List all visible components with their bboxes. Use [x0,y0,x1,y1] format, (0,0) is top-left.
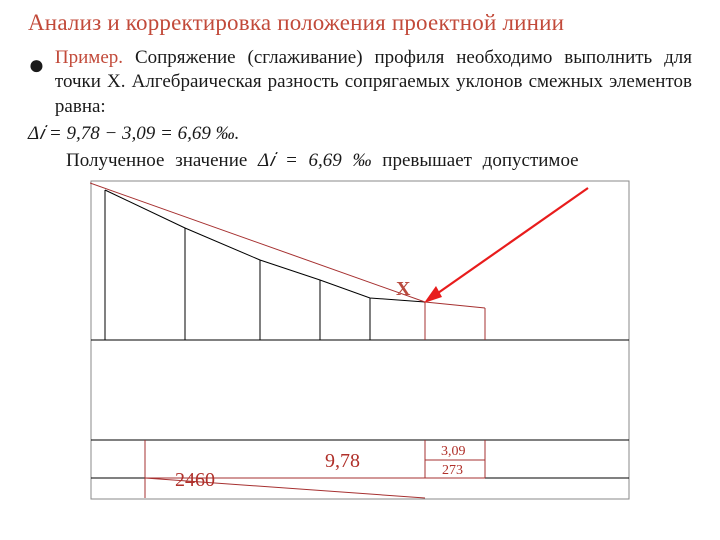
label-273: 273 [442,463,463,478]
profile-figure: X 9,78 3,09 273 2460 [90,180,630,500]
red-verticals-upper [425,302,485,340]
figure-container: X 9,78 3,09 273 2460 [28,180,692,500]
paragraph-2: Полученное значение Δ𝑖 = 6,69 ‰ превышае… [28,149,692,174]
para2-prefix: Полученное значение [66,150,247,171]
para2-suffix: превышает допустимое [382,150,578,171]
example-lead: Пример. [55,47,123,68]
table-horizontals [91,340,629,478]
page-title: Анализ и корректировка положения проектн… [28,10,692,36]
red-design-line [90,183,485,308]
para2-math: Δ𝑖 = 6,69 ‰ [258,150,372,171]
label-978: 9,78 [325,450,360,472]
label-309: 3,09 [441,444,466,459]
bullet-glyph: ● [28,52,45,80]
equation-text: Δ𝑖 = 9,78 − 3,09 = 6,69 ‰. [28,123,239,144]
pointer-arrow-head [424,286,442,303]
equation-line: Δ𝑖 = 9,78 − 3,09 = 6,69 ‰. [28,123,692,145]
title-text: Анализ и корректировка положения проектн… [28,10,564,35]
paragraph-1: Пример. Сопряжение (сглаживание) профиля… [55,46,692,119]
label-x: X [396,278,411,300]
pointer-arrow-line [428,188,588,300]
paragraph-1-text: Сопряжение (сглаживание) профиля необход… [55,47,692,117]
label-2460: 2460 [175,469,215,491]
